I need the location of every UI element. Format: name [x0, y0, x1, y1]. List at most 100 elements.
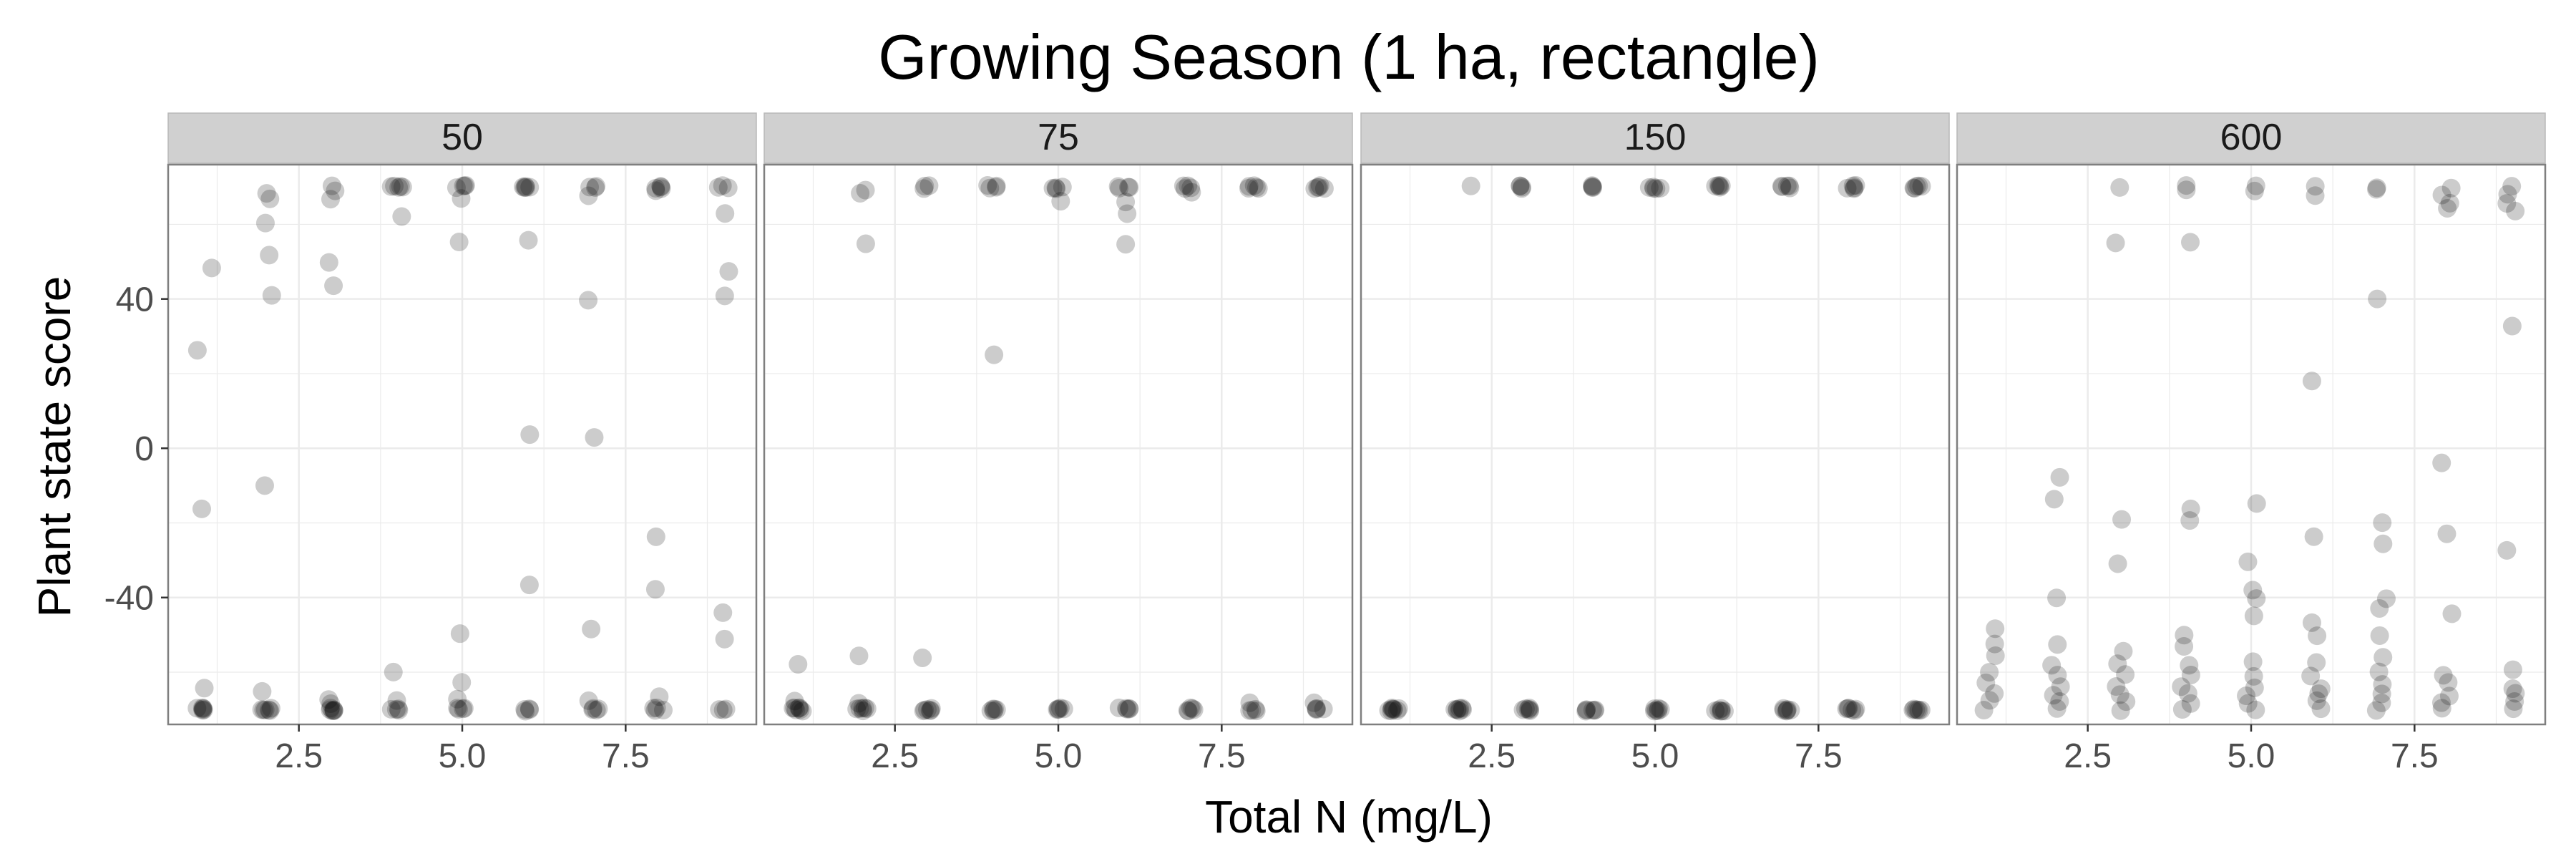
data-point	[1644, 179, 1664, 198]
data-point	[1307, 700, 1326, 719]
data-point	[2051, 677, 2070, 697]
data-point	[645, 701, 665, 720]
data-point	[1382, 699, 1402, 719]
data-point	[2111, 701, 2130, 720]
data-point	[324, 701, 343, 720]
data-point	[855, 699, 874, 718]
data-point	[913, 648, 932, 667]
data-point	[856, 180, 875, 200]
data-point	[2246, 176, 2265, 195]
data-point	[856, 234, 875, 253]
data-point	[2367, 180, 2386, 199]
data-point	[2442, 604, 2462, 623]
data-point	[1903, 700, 1923, 719]
data-point	[452, 189, 471, 208]
data-point	[2050, 467, 2069, 487]
data-point	[1645, 702, 1664, 721]
data-point	[257, 184, 276, 203]
data-point	[1911, 700, 1931, 719]
data-point	[2306, 186, 2325, 205]
data-point	[718, 178, 738, 198]
data-points	[187, 175, 738, 721]
data-point	[589, 699, 608, 719]
data-point	[2106, 233, 2125, 253]
data-point	[2177, 176, 2196, 195]
data-point	[789, 699, 809, 718]
data-point	[1119, 178, 1138, 197]
data-point	[1179, 176, 1198, 195]
data-point	[2247, 494, 2266, 513]
data-point	[2498, 185, 2517, 204]
data-point	[1174, 176, 1193, 195]
data-point	[381, 699, 401, 719]
y-axis-ticks: -40 0 40	[104, 281, 168, 618]
data-point	[1583, 178, 1602, 198]
data-point	[2180, 511, 2200, 530]
data-point	[2238, 552, 2258, 571]
data-points	[784, 175, 1334, 721]
x-tick-label: 7.5	[602, 737, 650, 775]
data-point	[454, 176, 473, 195]
data-point	[1648, 702, 1667, 721]
facet-strip-label: 75	[1038, 117, 1079, 158]
data-point	[454, 699, 474, 718]
data-point	[260, 701, 280, 720]
data-point	[1178, 701, 1197, 720]
data-point	[2497, 194, 2517, 213]
data-point	[2108, 554, 2127, 573]
data-point	[2502, 177, 2522, 196]
data-point	[193, 701, 213, 720]
data-point	[2441, 178, 2461, 198]
data-point	[1976, 673, 1996, 692]
data-point	[1461, 176, 1480, 195]
y-tick-label: 40	[116, 281, 154, 319]
data-point	[1445, 699, 1465, 719]
data-point	[1120, 178, 1139, 197]
data-point	[323, 702, 342, 721]
data-point	[193, 699, 213, 719]
data-point	[1305, 179, 1324, 198]
data-point	[1047, 179, 1066, 198]
data-point	[1118, 699, 1137, 719]
y-tick-label: -40	[104, 580, 154, 618]
data-point	[2368, 289, 2387, 309]
data-point	[1985, 634, 2004, 654]
chart-title: Growing Season (1 ha, rectangle)	[878, 21, 1820, 92]
data-point	[391, 177, 410, 196]
data-point	[321, 190, 340, 209]
data-point	[920, 701, 940, 720]
data-point	[450, 624, 469, 644]
data-point	[2308, 626, 2327, 646]
data-point	[393, 178, 412, 197]
data-point	[984, 701, 1003, 720]
data-point	[255, 213, 275, 233]
data-point	[1308, 178, 1327, 197]
facet-strip	[1956, 112, 2546, 164]
data-point	[1845, 701, 1864, 720]
data-point	[983, 699, 1002, 719]
data-point	[255, 700, 275, 719]
data-point	[914, 702, 933, 721]
data-point	[1108, 177, 1128, 196]
data-point	[1053, 178, 1072, 197]
panel-grid	[764, 165, 1352, 724]
data-point	[2307, 691, 2326, 710]
data-point	[255, 476, 274, 495]
data-point	[981, 701, 1000, 720]
data-point	[710, 700, 729, 719]
data-point	[2370, 598, 2389, 618]
data-point	[915, 700, 935, 719]
data-point	[1110, 178, 1129, 198]
facet-strip	[763, 112, 1353, 164]
data-point	[2376, 589, 2396, 608]
data-point	[1118, 204, 1137, 223]
data-point	[1907, 177, 1926, 196]
data-point	[449, 233, 469, 252]
data-point	[321, 699, 340, 718]
data-point	[978, 175, 997, 195]
data-point	[2506, 201, 2525, 220]
data-point	[2309, 684, 2328, 704]
data-point	[1240, 693, 1259, 712]
data-point	[1646, 701, 1666, 720]
data-point	[1843, 176, 1863, 195]
